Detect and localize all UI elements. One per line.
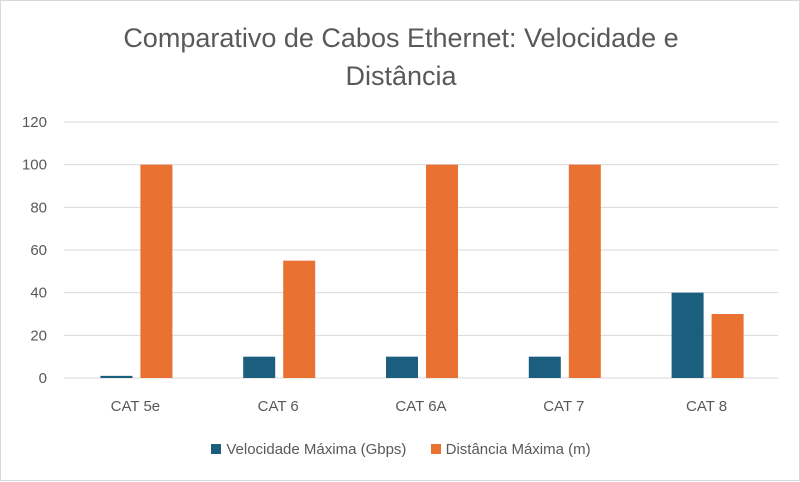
y-tick-label: 60 <box>30 242 47 259</box>
legend-swatch <box>211 444 222 454</box>
legend-item-velocidade: Velocidade Máxima (Gbps) <box>211 441 406 458</box>
legend: Velocidade Máxima (Gbps) Distância Máxim… <box>1 441 800 458</box>
y-tick-label: 120 <box>22 114 47 131</box>
bar-distancia <box>426 164 458 378</box>
bar-velocidade <box>243 356 276 378</box>
x-tick-label: CAT 6 <box>258 398 299 415</box>
bar-distancia <box>140 164 173 378</box>
legend-swatch <box>430 444 441 454</box>
y-tick-label: 100 <box>22 157 47 174</box>
chart-title-line-2: Distância <box>345 61 457 91</box>
chart-title-line-1: Comparativo de Cabos Ethernet: Velocidad… <box>123 23 679 53</box>
bar-distancia <box>568 164 601 378</box>
bar-distancia <box>711 314 744 378</box>
y-tick-label: 80 <box>30 199 47 216</box>
y-tick-label: 0 <box>39 370 47 387</box>
chart-title: Comparativo de Cabos Ethernet: Velocidad… <box>1 19 800 95</box>
bar-distancia <box>283 260 316 378</box>
legend-label: Velocidade Máxima (Gbps) <box>226 441 407 458</box>
bar-velocidade <box>671 292 704 378</box>
x-tick-label: CAT 8 <box>686 398 727 415</box>
legend-label: Distância Máxima (m) <box>445 441 591 458</box>
bar-velocidade <box>528 356 561 378</box>
legend-item-distancia: Distância Máxima (m) <box>430 441 591 458</box>
bar-velocidade <box>100 375 133 378</box>
bar-velocidade <box>386 356 418 378</box>
y-tick-label: 40 <box>30 285 47 302</box>
x-tick-label: CAT 7 <box>543 398 584 415</box>
y-tick-label: 20 <box>30 327 47 344</box>
x-tick-label: CAT 5e <box>111 398 160 415</box>
x-tick-label: CAT 6A <box>395 398 446 415</box>
